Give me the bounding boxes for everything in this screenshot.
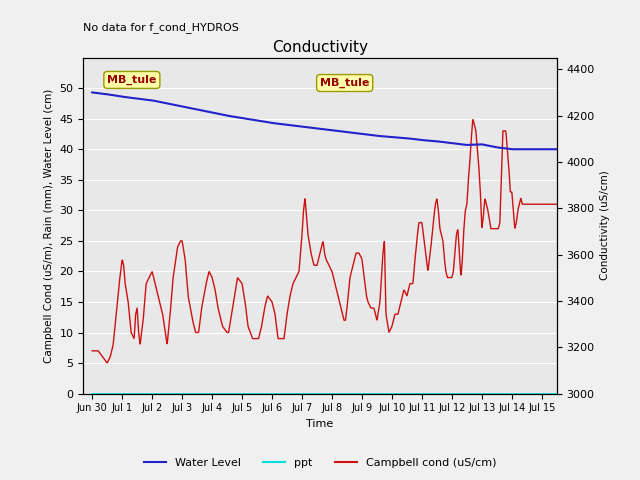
Y-axis label: Conductivity (uS/cm): Conductivity (uS/cm) (600, 171, 611, 280)
Legend: Water Level, ppt, Campbell cond (uS/cm): Water Level, ppt, Campbell cond (uS/cm) (140, 453, 500, 472)
Title: Conductivity: Conductivity (272, 40, 368, 55)
X-axis label: Time: Time (307, 419, 333, 429)
Text: MB_tule: MB_tule (107, 75, 157, 85)
Y-axis label: Campbell Cond (uS/m), Rain (mm), Water Level (cm): Campbell Cond (uS/m), Rain (mm), Water L… (44, 88, 54, 363)
Text: No data for f_cond_HYDROS: No data for f_cond_HYDROS (83, 22, 239, 33)
Text: MB_tule: MB_tule (320, 78, 369, 88)
